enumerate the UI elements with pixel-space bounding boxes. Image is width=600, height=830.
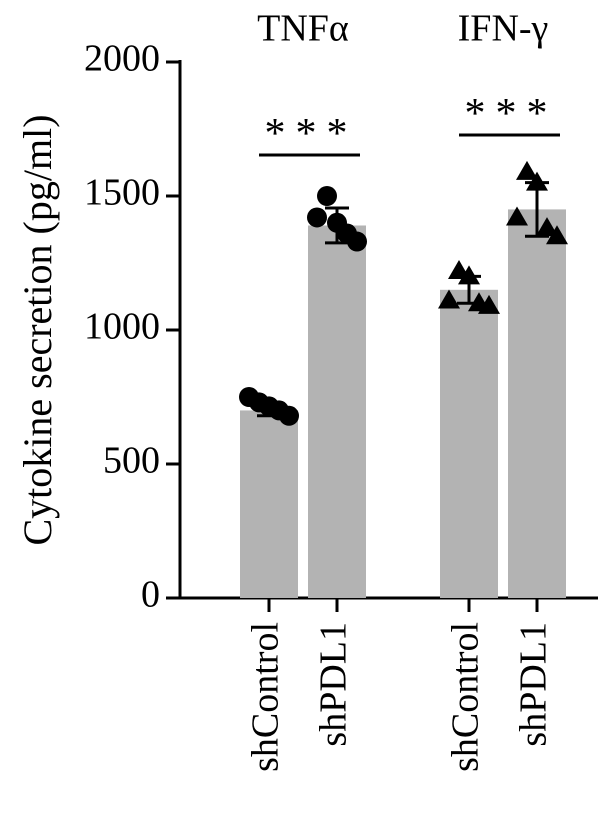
data-point bbox=[347, 231, 367, 252]
data-point bbox=[536, 217, 558, 237]
data-point bbox=[317, 186, 337, 206]
data-point bbox=[438, 289, 460, 309]
bar bbox=[308, 225, 366, 599]
x-tick-label: shPDL1 bbox=[513, 622, 555, 747]
y-tick-label: 1000 bbox=[84, 306, 160, 348]
significance-label: *** bbox=[265, 111, 358, 157]
bar bbox=[440, 289, 498, 598]
data-point bbox=[307, 207, 327, 228]
data-point bbox=[478, 294, 500, 314]
y-axis-label: Cytokine secretion (pg/ml) bbox=[15, 114, 60, 545]
x-tick-label: shPDL1 bbox=[313, 622, 355, 747]
data-point bbox=[506, 206, 528, 226]
y-tick-label: 1500 bbox=[84, 172, 160, 214]
y-tick-label: 0 bbox=[141, 574, 160, 616]
group-label: TNFα bbox=[257, 8, 349, 50]
data-point bbox=[546, 225, 568, 245]
bar bbox=[508, 209, 566, 598]
data-point bbox=[516, 160, 538, 180]
significance-label: *** bbox=[465, 91, 558, 137]
bar bbox=[240, 410, 298, 598]
group-label: IFN-γ bbox=[458, 8, 549, 50]
x-tick-label: shControl bbox=[445, 622, 487, 772]
x-tick-label: shControl bbox=[245, 622, 287, 772]
y-tick-label: 2000 bbox=[84, 38, 160, 80]
y-tick-label: 500 bbox=[103, 440, 160, 482]
data-point bbox=[279, 405, 299, 426]
